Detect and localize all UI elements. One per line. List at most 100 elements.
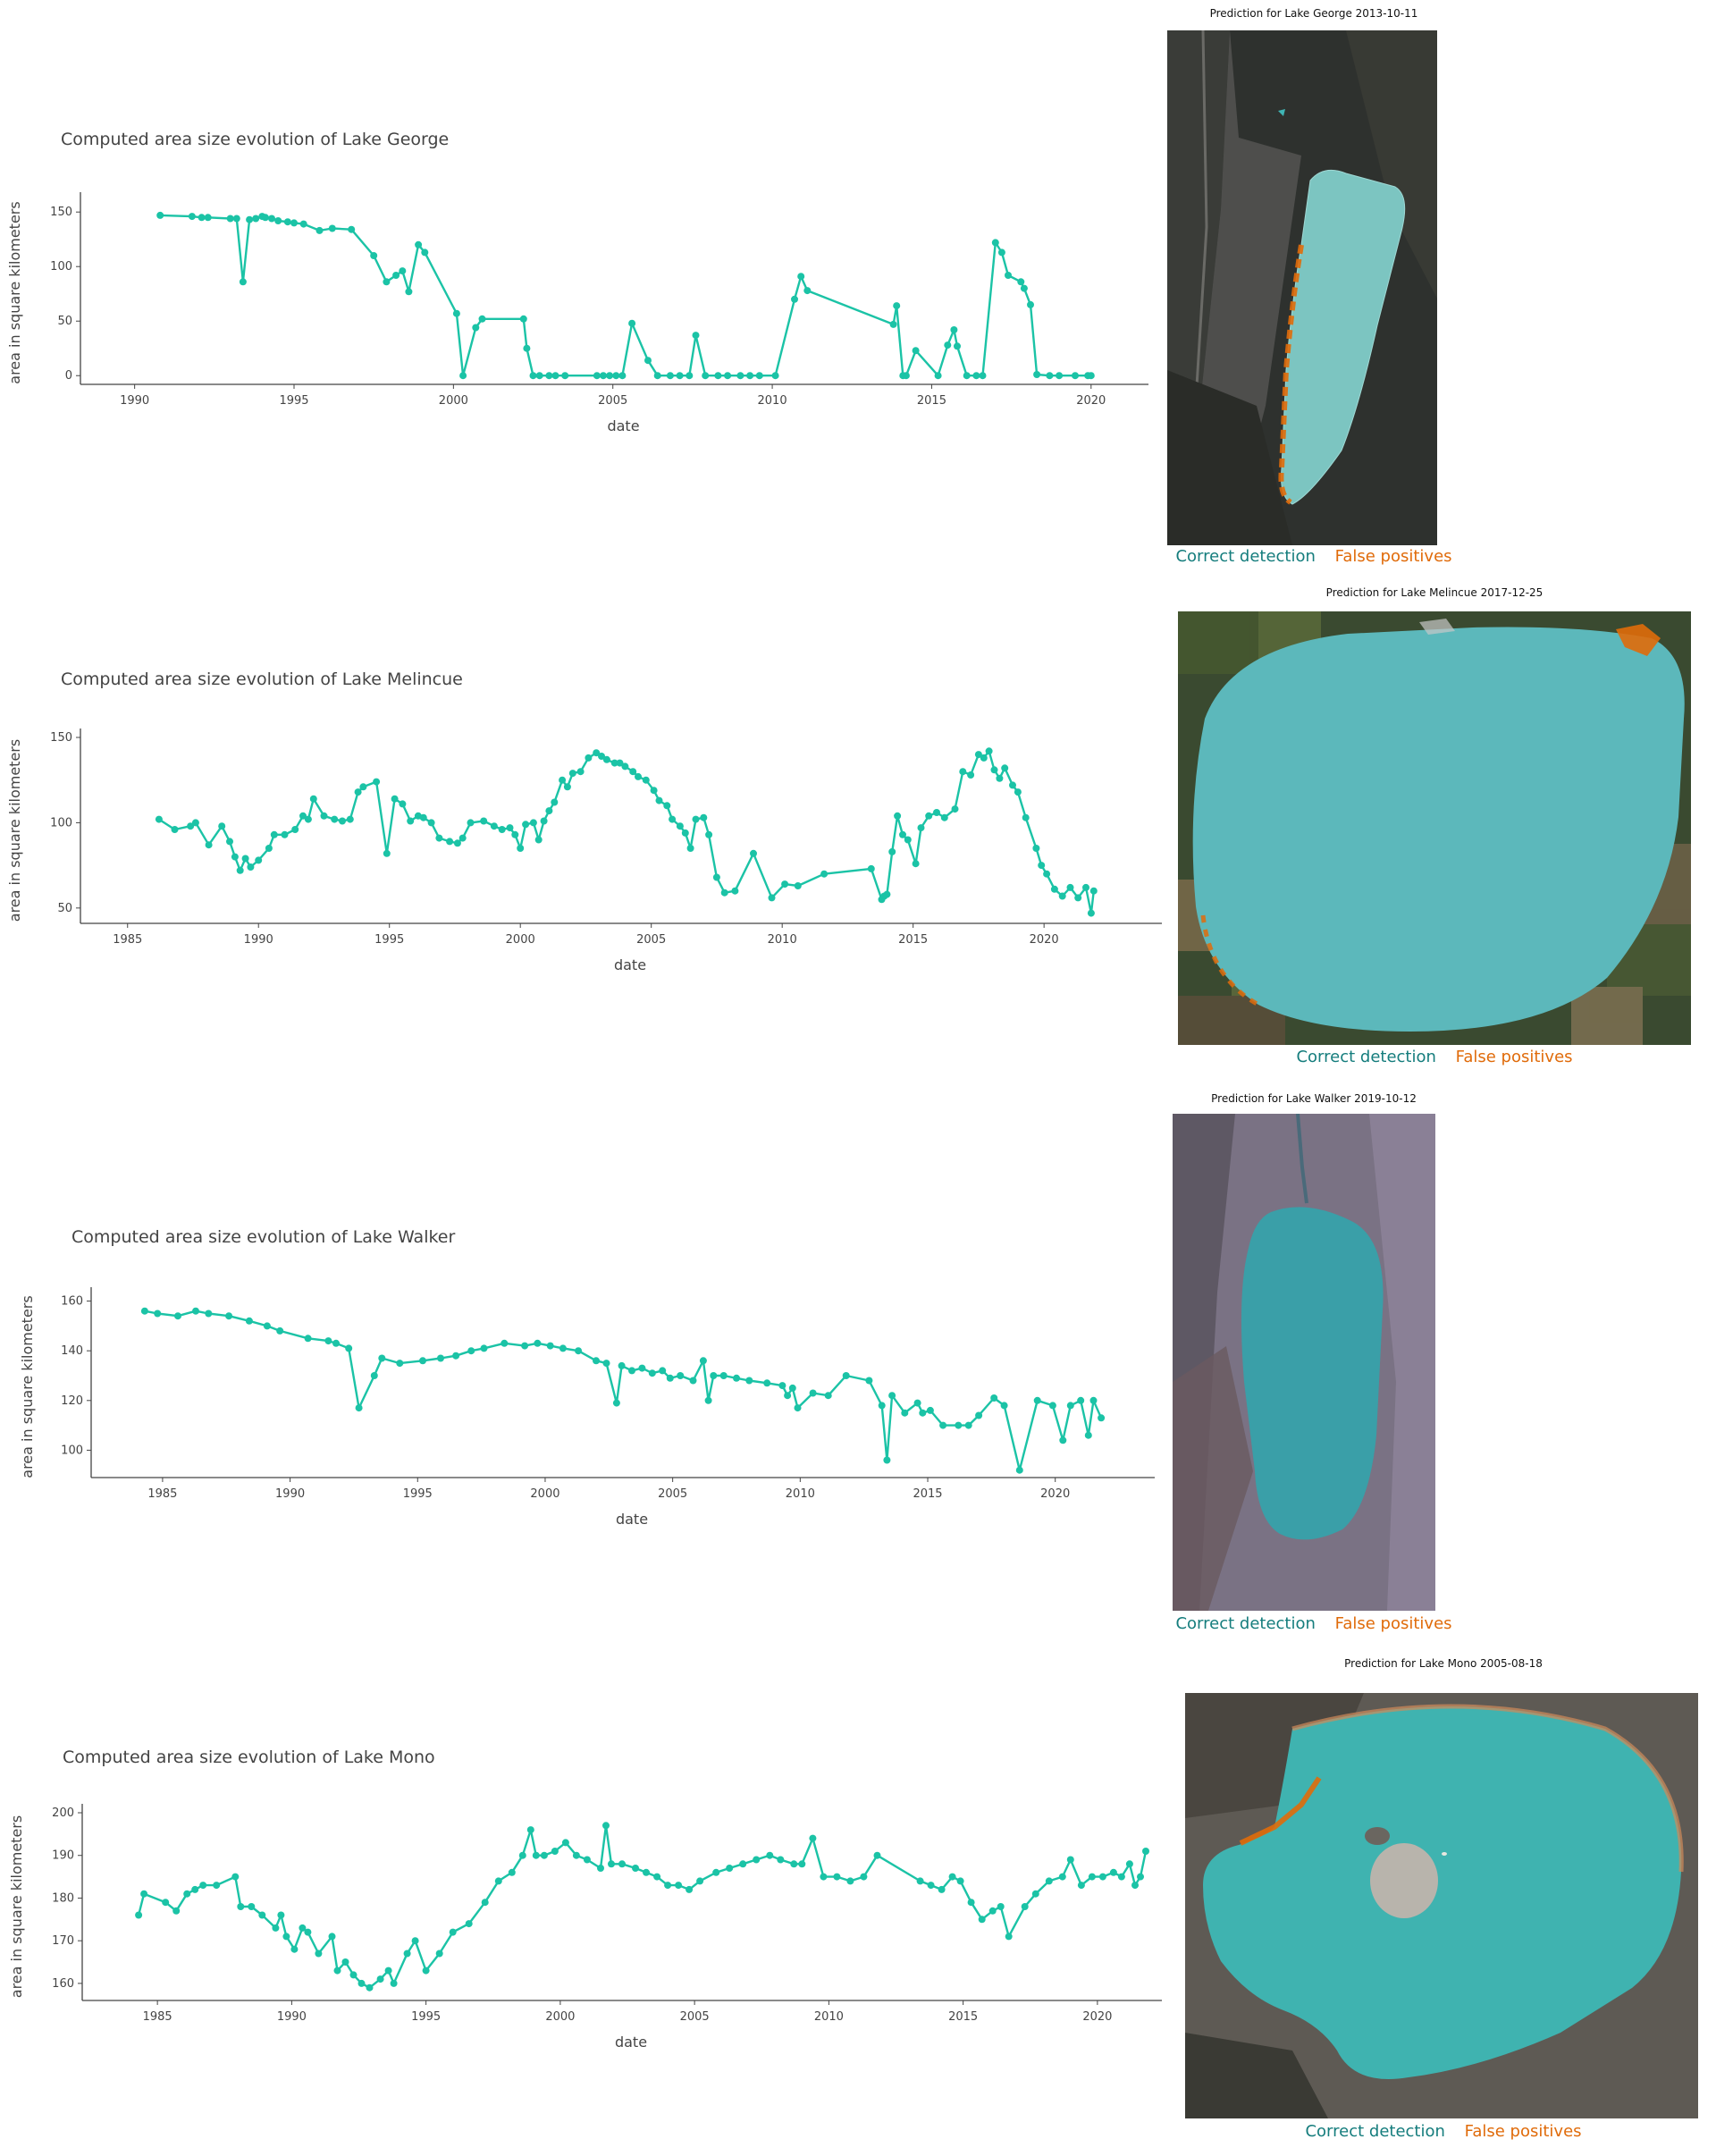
prediction-panel-melincue: Prediction for Lake Melincue 2017-12-25 … bbox=[1171, 581, 1698, 1082]
prediction-panel-walker: Prediction for Lake Walker 2019-10-12 Co… bbox=[1162, 1082, 1466, 1654]
data-point bbox=[663, 802, 671, 810]
data-point bbox=[940, 813, 948, 821]
data-point bbox=[506, 824, 514, 832]
data-point bbox=[1000, 1402, 1008, 1410]
x-tick-label: 1995 bbox=[374, 933, 404, 947]
data-point bbox=[366, 1983, 374, 1992]
data-point bbox=[598, 753, 605, 760]
data-point bbox=[602, 1360, 610, 1368]
data-point bbox=[281, 830, 289, 838]
data-point bbox=[480, 817, 488, 825]
data-point bbox=[1087, 372, 1095, 380]
data-point bbox=[391, 795, 399, 803]
y-tick-label: 150 bbox=[50, 731, 72, 745]
data-point bbox=[798, 1860, 806, 1868]
data-point bbox=[925, 812, 933, 820]
data-point bbox=[1020, 284, 1028, 292]
y-tick-label: 50 bbox=[57, 902, 72, 915]
data-point bbox=[535, 372, 543, 380]
data-point bbox=[893, 302, 901, 310]
data-point bbox=[635, 772, 642, 780]
data-point bbox=[422, 1967, 430, 1975]
data-point bbox=[753, 1856, 761, 1864]
data-point bbox=[378, 1354, 386, 1362]
data-point bbox=[174, 1312, 181, 1320]
data-point bbox=[686, 372, 694, 380]
data-point bbox=[435, 1950, 443, 1958]
data-point bbox=[788, 1384, 796, 1392]
y-tick-label: 50 bbox=[57, 315, 72, 328]
data-point bbox=[628, 1367, 635, 1375]
data-point bbox=[824, 1392, 832, 1400]
data-point bbox=[659, 1367, 667, 1375]
data-point bbox=[437, 1354, 444, 1362]
data-point bbox=[867, 864, 875, 872]
x-tick-label: 2010 bbox=[786, 1487, 815, 1501]
data-point bbox=[997, 248, 1005, 257]
data-point bbox=[561, 1839, 569, 1847]
x-tick-label: 2015 bbox=[948, 2010, 978, 2024]
data-point bbox=[1084, 1431, 1092, 1439]
data-point bbox=[1050, 885, 1058, 893]
legend-false-positives: False positives bbox=[1464, 2122, 1582, 2141]
data-point bbox=[736, 372, 744, 380]
data-point bbox=[370, 1372, 378, 1379]
data-point bbox=[597, 1865, 604, 1872]
data-point bbox=[790, 1860, 798, 1868]
data-point bbox=[270, 830, 278, 838]
data-point bbox=[629, 768, 637, 776]
data-point bbox=[1088, 1873, 1096, 1881]
x-tick-label: 2015 bbox=[917, 394, 946, 408]
data-point bbox=[777, 1856, 785, 1864]
data-point bbox=[653, 372, 661, 380]
y-tick-label: 0 bbox=[65, 369, 72, 383]
data-point bbox=[939, 1421, 947, 1429]
data-point bbox=[399, 800, 407, 808]
data-point bbox=[383, 278, 391, 286]
data-point bbox=[572, 1851, 580, 1859]
prediction-title: Prediction for Lake Melincue 2017-12-25 bbox=[1325, 586, 1544, 599]
x-tick-label: 1990 bbox=[277, 2010, 307, 2024]
data-point bbox=[213, 1882, 221, 1890]
data-point bbox=[521, 1342, 529, 1350]
x-tick-label: 2000 bbox=[530, 1487, 559, 1501]
data-point bbox=[411, 1937, 419, 1945]
data-point bbox=[154, 1310, 162, 1318]
data-point bbox=[833, 1873, 841, 1881]
data-point bbox=[576, 768, 585, 776]
chart-title: Computed area size evolution of Lake Mel… bbox=[61, 670, 463, 689]
data-point bbox=[677, 1372, 685, 1379]
data-point bbox=[878, 1402, 886, 1410]
data-point bbox=[1066, 1402, 1074, 1410]
y-tick-label: 170 bbox=[52, 1934, 74, 1948]
prediction-legend: Correct detection False positives bbox=[1171, 1048, 1698, 1066]
chart-lake-melincue: Computed area size evolution of Lake Mel… bbox=[6, 670, 1162, 973]
data-point bbox=[916, 1877, 924, 1885]
data-point bbox=[192, 1307, 199, 1315]
data-point bbox=[934, 372, 942, 380]
data-point bbox=[522, 821, 530, 829]
data-point bbox=[593, 372, 601, 380]
data-point bbox=[282, 1933, 290, 1941]
data-point bbox=[392, 272, 400, 279]
data-point bbox=[1058, 1873, 1066, 1881]
data-point bbox=[1046, 372, 1054, 380]
data-point bbox=[791, 295, 798, 303]
data-point bbox=[171, 826, 179, 833]
data-point bbox=[979, 372, 987, 380]
data-point bbox=[1014, 788, 1022, 796]
data-point bbox=[545, 807, 553, 815]
data-point bbox=[290, 1945, 299, 1953]
x-tick-label: 2005 bbox=[658, 1487, 687, 1501]
x-tick-label: 2000 bbox=[545, 2010, 575, 2024]
data-point bbox=[415, 240, 423, 248]
data-point bbox=[781, 880, 789, 889]
data-point bbox=[628, 319, 636, 327]
data-point bbox=[540, 1851, 548, 1859]
data-point bbox=[1137, 1873, 1144, 1881]
data-point bbox=[331, 815, 339, 823]
data-point bbox=[272, 1924, 280, 1932]
data-point bbox=[600, 372, 607, 380]
data-point bbox=[277, 1911, 285, 1919]
data-point bbox=[155, 815, 163, 823]
